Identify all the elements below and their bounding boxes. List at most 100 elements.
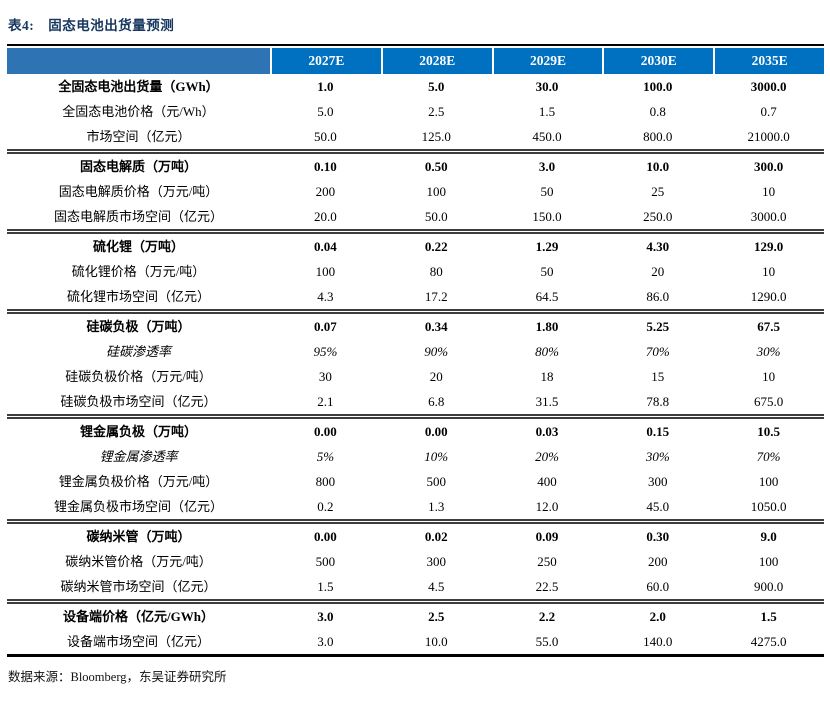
cell: 10% (424, 449, 449, 464)
table-row: 碳纳米管价格（万元/吨） 500 300 250 200 100 (7, 549, 824, 574)
cell: 0.34 (424, 319, 448, 334)
cell: 17.2 (424, 289, 448, 304)
row-label: 硅碳渗透率 (105, 344, 171, 359)
cell: 5.0 (317, 104, 334, 119)
table-row: 硫化锂市场空间（亿元） 4.3 17.2 64.5 86.0 1290.0 (7, 284, 824, 309)
cell: 60.0 (646, 579, 670, 594)
cell: 125.0 (421, 129, 451, 144)
row-label: 硫化锂（万吨） (92, 239, 184, 254)
table-row: 固态电解质价格（万元/吨） 200 100 50 25 10 (7, 179, 824, 204)
cell: 0.03 (535, 424, 559, 439)
cell: 90% (424, 344, 449, 359)
cell: 150.0 (532, 209, 562, 224)
cell: 20 (429, 369, 443, 384)
cell: 6.8 (428, 394, 445, 409)
header-spacer-cell (7, 48, 270, 74)
table-number: 表4: (8, 18, 35, 33)
cell: 675.0 (753, 394, 784, 409)
cell: 5% (316, 449, 335, 464)
table-row: 全固态电池出货量（GWh） 1.0 5.0 30.0 100.0 3000.0 (7, 74, 824, 99)
cell: 80% (535, 344, 559, 359)
cell: 30% (756, 344, 781, 359)
cell: 10.0 (646, 159, 670, 174)
cell: 50 (540, 184, 554, 199)
table-row: 设备端价格（亿元/GWh） 3.0 2.5 2.2 2.0 1.5 (7, 599, 824, 629)
cell: 78.8 (646, 394, 670, 409)
cell: 1290.0 (750, 289, 787, 304)
table-row: 固态电解质市场空间（亿元） 20.0 50.0 150.0 250.0 3000.0 (7, 204, 824, 229)
row-label: 锂金属负极（万吨） (79, 424, 197, 439)
row-label: 硅碳负极市场空间（亿元） (60, 394, 217, 409)
column-header: 2030E (604, 48, 714, 74)
cell: 0.7 (760, 104, 777, 119)
cell: 20% (535, 449, 559, 464)
table-row: 锂金属渗透率 5% 10% 20% 30% 70% (7, 444, 824, 469)
cell: 15 (651, 369, 665, 384)
cell: 31.5 (535, 394, 559, 409)
table-row: 碳纳米管（万吨） 0.00 0.02 0.09 0.30 9.0 (7, 519, 824, 549)
cell: 5.25 (646, 319, 670, 334)
cell: 2.2 (538, 609, 556, 624)
cell: 45.0 (646, 499, 670, 514)
table-row: 硅碳负极价格（万元/吨） 30 20 18 15 10 (7, 364, 824, 389)
cell: 1.80 (535, 319, 559, 334)
cell: 50 (540, 264, 554, 279)
row-label: 硅碳负极价格（万元/吨） (65, 369, 212, 384)
table-title-text: 固态电池出货量预测 (48, 18, 175, 33)
cell: 0.8 (649, 104, 666, 119)
row-label: 锂金属渗透率 (99, 449, 178, 464)
cell: 0.07 (314, 319, 337, 334)
cell: 100 (758, 554, 779, 569)
table-row: 硫化锂（万吨） 0.04 0.22 1.29 4.30 129.0 (7, 229, 824, 259)
cell: 0.04 (314, 239, 337, 254)
cell: 95% (313, 344, 338, 359)
column-header: 2029E (493, 48, 603, 74)
table-row: 锂金属负极（万吨） 0.00 0.00 0.03 0.15 10.5 (7, 414, 824, 444)
row-label: 硫化锂价格（万元/吨） (71, 264, 206, 279)
table-row: 硅碳负极（万吨） 0.07 0.34 1.80 5.25 67.5 (7, 309, 824, 339)
cell: 70% (756, 449, 781, 464)
cell: 450.0 (532, 129, 562, 144)
cell: 10.5 (757, 424, 780, 439)
cell: 12.0 (535, 499, 559, 514)
cell: 200 (315, 184, 336, 199)
row-label: 设备端价格（亿元/GWh） (63, 609, 214, 624)
cell: 4275.0 (750, 634, 787, 649)
cell: 100 (315, 264, 336, 279)
cell: 2.5 (428, 609, 445, 624)
row-label: 硫化锂市场空间（亿元） (66, 289, 210, 304)
cell: 1.3 (428, 499, 445, 514)
table-title: 表4: 固态电池出货量预测 (8, 14, 830, 34)
table-row: 锂金属负极价格（万元/吨） 800 500 400 300 100 (7, 469, 824, 494)
column-header: 2035E (715, 48, 824, 74)
table-row: 全固态电池价格（元/Wh） 5.0 2.5 1.5 0.8 0.7 (7, 99, 824, 124)
cell: 3.0 (317, 634, 334, 649)
table-body: 全固态电池出货量（GWh） 1.0 5.0 30.0 100.0 3000.0 全固态电… (7, 74, 824, 654)
row-label: 全固态电池价格（元/Wh） (62, 104, 215, 119)
cell: 900.0 (753, 579, 784, 594)
cell: 0.00 (424, 424, 448, 439)
cell: 1.0 (317, 79, 334, 94)
cell: 200 (648, 554, 668, 569)
cell: 30% (645, 449, 670, 464)
cell: 1.5 (760, 609, 777, 624)
table-row: 设备端市场空间（亿元） 3.0 10.0 55.0 140.0 4275.0 (7, 629, 824, 654)
row-label: 固态电解质（万吨） (79, 159, 197, 174)
row-label: 市场空间（亿元） (86, 129, 191, 144)
row-label: 碳纳米管价格（万元/吨） (65, 554, 212, 569)
cell: 0.10 (314, 159, 337, 174)
cell: 67.5 (757, 319, 780, 334)
table-row: 固态电解质（万吨） 0.10 0.50 3.0 10.0 300.0 (7, 149, 824, 179)
cell: 500 (426, 474, 446, 489)
table-row: 硅碳负极市场空间（亿元） 2.1 6.8 31.5 78.8 675.0 (7, 389, 824, 414)
cell: 25 (651, 184, 665, 199)
cell: 10 (762, 264, 776, 279)
column-header: 2028E (382, 48, 492, 74)
cell: 100 (426, 184, 446, 199)
cell: 3.0 (317, 609, 334, 624)
row-label: 锂金属负极市场空间（亿元） (53, 499, 223, 514)
cell: 800 (315, 474, 336, 489)
cell: 1.5 (538, 104, 556, 119)
cell: 64.5 (535, 289, 559, 304)
row-label: 锂金属负极价格（万元/吨） (58, 474, 219, 489)
